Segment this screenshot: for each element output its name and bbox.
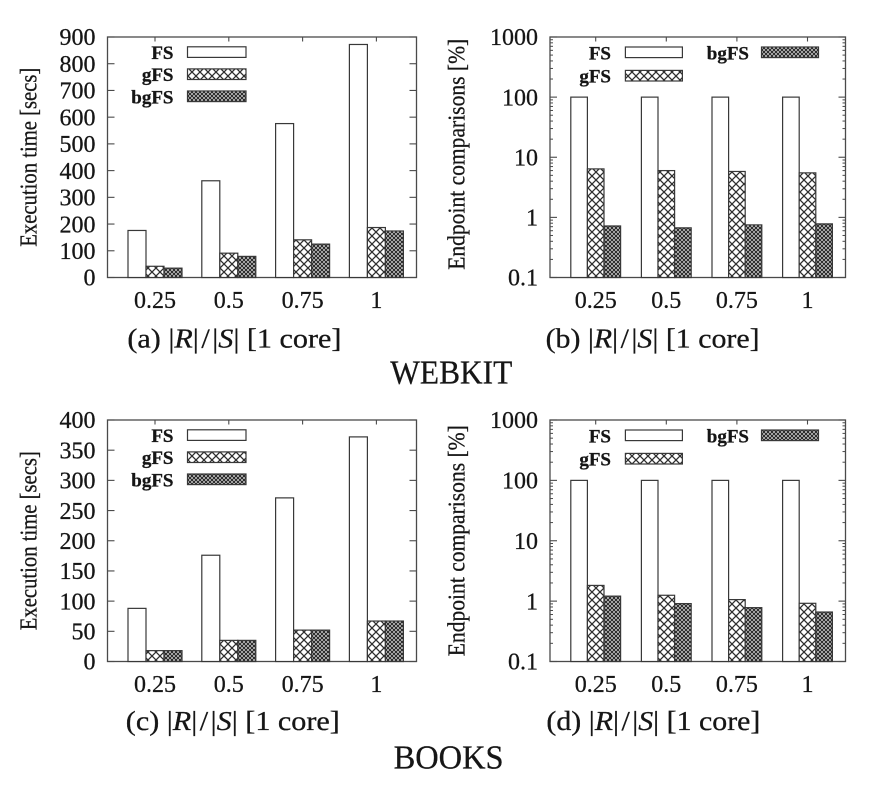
svg-text:10: 10	[514, 529, 538, 555]
svg-text:50: 50	[72, 620, 96, 646]
svg-text:bgFS: bgFS	[707, 426, 749, 447]
svg-text:0.25: 0.25	[134, 288, 176, 314]
svg-text:bgFS: bgFS	[131, 470, 173, 491]
svg-text:200: 200	[60, 212, 96, 238]
svg-text:(d) |R| / |S| [1 core]: (d) | R| / |S| [1 core]	[546, 706, 760, 736]
svg-text:10: 10	[514, 145, 538, 171]
svg-text:0: 0	[84, 650, 96, 676]
svg-text:(b) |R| / |S| [1 core]: (b) | R| / |S| [1 core]	[546, 324, 760, 354]
svg-text:(a) |R| / |S| [1 core]: (a) | R| / |S| [1 core]	[127, 324, 341, 354]
svg-text:0.75: 0.75	[716, 288, 758, 314]
svg-text:0.25: 0.25	[575, 672, 617, 698]
svg-text:gFS: gFS	[142, 448, 174, 469]
svg-text:bgFS: bgFS	[131, 87, 173, 108]
svg-text:0.1: 0.1	[508, 650, 538, 676]
svg-text:0.5: 0.5	[214, 288, 244, 314]
svg-text:(c) |R| / |S| [1 core]: (c) | R| / |S| [1 core]	[126, 706, 340, 736]
svg-text:0.75: 0.75	[282, 672, 324, 698]
svg-text:500: 500	[60, 132, 96, 158]
svg-text:Endpoint comparisons [%]: Endpoint comparisons [%]	[445, 39, 471, 270]
svg-text:300: 300	[60, 186, 96, 212]
svg-text:900: 900	[60, 25, 96, 51]
svg-text:0.75: 0.75	[282, 288, 324, 314]
svg-text:350: 350	[60, 438, 96, 464]
svg-text:200: 200	[60, 529, 96, 555]
svg-text:gFS: gFS	[579, 67, 611, 88]
svg-text:FS: FS	[589, 426, 611, 447]
svg-text:150: 150	[60, 559, 96, 585]
svg-text:800: 800	[60, 52, 96, 78]
svg-text:400: 400	[60, 159, 96, 185]
svg-text:100: 100	[502, 469, 538, 495]
svg-text:600: 600	[60, 105, 96, 131]
svg-text:1: 1	[370, 288, 382, 314]
svg-text:250: 250	[60, 499, 96, 525]
svg-text:FS: FS	[151, 43, 173, 64]
svg-text:BOOKS: BOOKS	[394, 740, 504, 777]
svg-text:Execution time [secs]: Execution time [secs]	[17, 451, 43, 630]
svg-text:1000: 1000	[490, 408, 538, 434]
svg-text:100: 100	[60, 589, 96, 615]
svg-text:bgFS: bgFS	[707, 43, 749, 64]
svg-text:0.5: 0.5	[651, 288, 681, 314]
svg-text:0.5: 0.5	[214, 672, 244, 698]
svg-text:0.1: 0.1	[508, 266, 538, 292]
svg-text:1: 1	[802, 288, 814, 314]
svg-text:Execution time [secs]: Execution time [secs]	[17, 68, 43, 247]
svg-text:0.25: 0.25	[134, 672, 176, 698]
svg-text:300: 300	[60, 469, 96, 495]
svg-text:0: 0	[84, 266, 96, 292]
svg-text:gFS: gFS	[579, 450, 611, 471]
svg-text:FS: FS	[589, 43, 611, 64]
svg-text:1000: 1000	[490, 25, 538, 51]
svg-text:400: 400	[60, 408, 96, 434]
svg-text:1: 1	[526, 589, 538, 615]
svg-text:100: 100	[60, 239, 96, 265]
svg-text:gFS: gFS	[142, 65, 174, 86]
svg-text:100: 100	[502, 85, 538, 111]
svg-text:0.75: 0.75	[716, 672, 758, 698]
svg-text:700: 700	[60, 79, 96, 105]
svg-text:FS: FS	[151, 426, 173, 447]
svg-text:1: 1	[802, 672, 814, 698]
svg-text:0.25: 0.25	[575, 288, 617, 314]
svg-text:1: 1	[370, 672, 382, 698]
svg-text:0.5: 0.5	[651, 672, 681, 698]
svg-text:WEBKIT: WEBKIT	[390, 354, 512, 391]
svg-text:Endpoint comparisons [%]: Endpoint comparisons [%]	[445, 425, 471, 656]
svg-text:1: 1	[526, 206, 538, 232]
